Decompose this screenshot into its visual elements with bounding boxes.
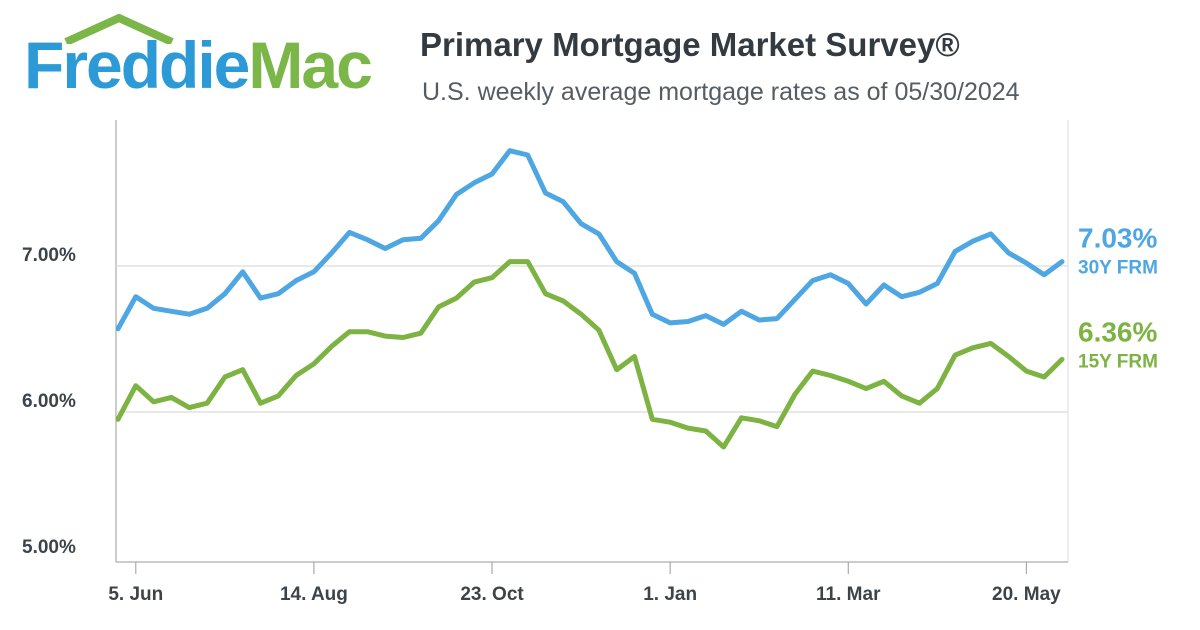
y-tick-label: 5.00% [22,537,76,558]
logo-word-mac: Mac [248,28,372,102]
x-tick-label: 5. Jun [108,584,163,605]
chart-subtitle: U.S. weekly average mortgage rates as of… [422,78,1020,106]
x-tick-label: 14. Aug [280,584,348,605]
x-tick-label: 20. May [992,584,1061,605]
x-tick-label: 1. Jan [643,584,697,605]
x-tick-label: 23. Oct [460,584,524,605]
series-name-30y: 30Y FRM [1078,258,1158,279]
chart-title: Primary Mortgage Market Survey® [420,26,960,63]
series-line-30y [115,148,1065,332]
logo-word-freddie: Freddie [24,28,250,102]
logo-wordmark: FreddieMac [24,32,373,98]
freddie-mac-logo: FreddieMac [24,14,384,106]
y-tick-label: 6.00% [22,391,76,412]
series-end-value-30y: 7.03% [1078,223,1157,254]
house-roof-icon [64,14,174,44]
series-end-value-15y: 6.36% [1078,316,1157,347]
y-tick-label: 7.00% [22,245,76,266]
series-line-15y [115,259,1065,450]
series-name-15y: 15Y FRM [1078,351,1158,372]
x-tick-label: 11. Mar [816,584,881,605]
